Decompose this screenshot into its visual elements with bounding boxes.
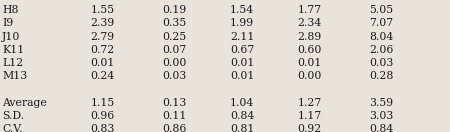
Text: 0.03: 0.03: [162, 71, 187, 81]
Text: 0.24: 0.24: [90, 71, 115, 81]
Text: 0.11: 0.11: [162, 111, 187, 121]
Text: 0.01: 0.01: [297, 58, 322, 68]
Text: 0.13: 0.13: [162, 98, 187, 108]
Text: J10: J10: [2, 32, 21, 42]
Text: 7.07: 7.07: [369, 18, 394, 29]
Text: 1.99: 1.99: [230, 18, 254, 29]
Text: S.D.: S.D.: [2, 111, 24, 121]
Text: 2.39: 2.39: [90, 18, 115, 29]
Text: 0.86: 0.86: [162, 124, 187, 132]
Text: 3.03: 3.03: [369, 111, 394, 121]
Text: 0.81: 0.81: [230, 124, 254, 132]
Text: 2.11: 2.11: [230, 32, 254, 42]
Text: 0.84: 0.84: [369, 124, 394, 132]
Text: 0.60: 0.60: [297, 45, 322, 55]
Text: 1.17: 1.17: [297, 111, 322, 121]
Text: 0.07: 0.07: [162, 45, 187, 55]
Text: 2.79: 2.79: [90, 32, 115, 42]
Text: K11: K11: [2, 45, 24, 55]
Text: 0.00: 0.00: [162, 58, 187, 68]
Text: 1.77: 1.77: [297, 5, 322, 15]
Text: 0.92: 0.92: [297, 124, 322, 132]
Text: 2.34: 2.34: [297, 18, 322, 29]
Text: 0.28: 0.28: [369, 71, 394, 81]
Text: 0.96: 0.96: [90, 111, 115, 121]
Text: 0.01: 0.01: [230, 71, 254, 81]
Text: 3.59: 3.59: [369, 98, 394, 108]
Text: 0.35: 0.35: [162, 18, 187, 29]
Text: 0.19: 0.19: [162, 5, 187, 15]
Text: H8: H8: [2, 5, 19, 15]
Text: 2.06: 2.06: [369, 45, 394, 55]
Text: 0.01: 0.01: [230, 58, 254, 68]
Text: 0.01: 0.01: [90, 58, 115, 68]
Text: 1.04: 1.04: [230, 98, 254, 108]
Text: 0.72: 0.72: [90, 45, 115, 55]
Text: 0.83: 0.83: [90, 124, 115, 132]
Text: 0.03: 0.03: [369, 58, 394, 68]
Text: 0.84: 0.84: [230, 111, 254, 121]
Text: 0.67: 0.67: [230, 45, 254, 55]
Text: C.V.: C.V.: [2, 124, 23, 132]
Text: L12: L12: [2, 58, 23, 68]
Text: 5.05: 5.05: [369, 5, 394, 15]
Text: 1.55: 1.55: [90, 5, 115, 15]
Text: 1.54: 1.54: [230, 5, 254, 15]
Text: 1.15: 1.15: [90, 98, 115, 108]
Text: 0.00: 0.00: [297, 71, 322, 81]
Text: Average: Average: [2, 98, 47, 108]
Text: I9: I9: [2, 18, 13, 29]
Text: 1.27: 1.27: [297, 98, 322, 108]
Text: 0.25: 0.25: [162, 32, 187, 42]
Text: M13: M13: [2, 71, 27, 81]
Text: 2.89: 2.89: [297, 32, 322, 42]
Text: 8.04: 8.04: [369, 32, 394, 42]
